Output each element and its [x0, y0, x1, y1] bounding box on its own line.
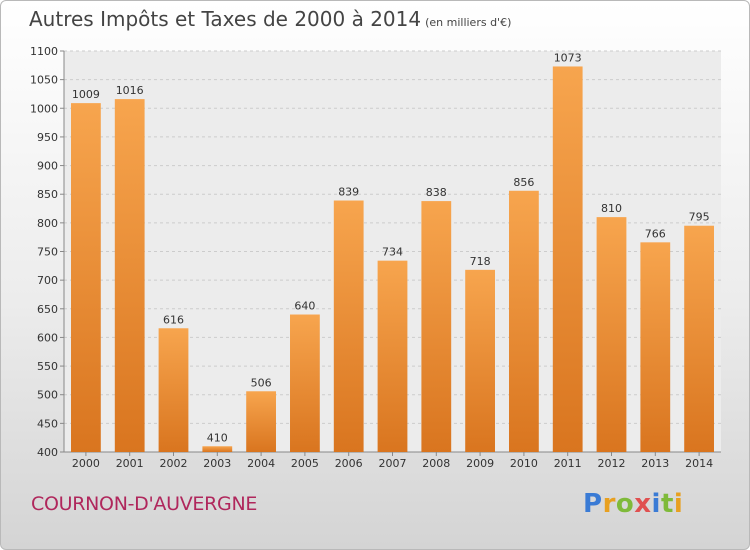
chart-title-text: Autres Impôts et Taxes de 2000 à 2014 [29, 7, 422, 31]
y-tick-label: 750 [37, 246, 58, 259]
x-tick-label: 2006 [335, 457, 363, 470]
x-tick-label: 2013 [641, 457, 669, 470]
bar [509, 190, 539, 452]
bar-value-label: 838 [426, 186, 447, 199]
y-tick-label: 1050 [30, 74, 58, 87]
y-tick-label: 800 [37, 217, 58, 230]
bar [684, 225, 714, 452]
bar [377, 260, 408, 452]
brand-letter: r [602, 489, 616, 519]
x-tick-label: 2007 [379, 457, 407, 470]
x-tick-label: 2000 [72, 457, 100, 470]
bar-value-label: 1009 [72, 88, 100, 101]
brand-letter: i [673, 489, 684, 519]
y-tick-label: 500 [37, 389, 58, 402]
bar-value-label: 506 [251, 376, 272, 389]
brand-letter: P [583, 489, 603, 519]
bar-value-label: 1073 [554, 51, 582, 64]
x-tick-label: 2003 [203, 457, 231, 470]
x-tick-label: 2005 [291, 457, 319, 470]
bar [333, 200, 364, 452]
x-tick-label: 2010 [510, 457, 538, 470]
brand-letter: t [660, 489, 674, 519]
y-tick-label: 400 [37, 446, 58, 459]
x-tick-label: 2009 [466, 457, 494, 470]
x-tick-label: 2014 [685, 457, 713, 470]
bar [552, 66, 583, 453]
x-tick-label: 2011 [554, 457, 582, 470]
y-tick-label: 900 [37, 160, 58, 173]
bar [465, 269, 495, 452]
city-name: COURNON-D'AUVERGNE [31, 493, 258, 515]
chart-unit: (en milliers d'€) [425, 16, 512, 29]
bar-value-label: 839 [338, 186, 359, 199]
bar [114, 99, 145, 453]
brand-letter: x [634, 489, 652, 519]
bar-value-label: 795 [689, 211, 710, 224]
x-tick-label: 2004 [247, 457, 275, 470]
bar-value-label: 856 [513, 176, 534, 189]
bar-value-label: 1016 [116, 84, 144, 97]
bar [640, 242, 671, 452]
bar-value-label: 410 [207, 431, 228, 444]
y-tick-label: 950 [37, 131, 58, 144]
brand-letter: i [651, 489, 661, 519]
bar-value-label: 810 [601, 202, 622, 215]
y-tick-label: 850 [37, 188, 58, 201]
chart-title: Autres Impôts et Taxes de 2000 à 2014 (en… [29, 7, 511, 31]
bar [202, 446, 233, 452]
y-tick-label: 1100 [30, 45, 58, 58]
brand-letter: o [615, 489, 635, 519]
bar-value-label: 616 [163, 313, 184, 326]
bar-value-label: 734 [382, 246, 403, 259]
bar-chart: 400 450 500 550 600 650 700 750 800 850 900 950 1000… [30, 45, 721, 470]
x-tick-label: 2012 [598, 457, 626, 470]
x-tick-label: 2002 [160, 457, 188, 470]
bar-value-label: 640 [294, 300, 315, 313]
y-tick-label: 550 [37, 360, 58, 373]
bar [246, 391, 276, 452]
y-tick-label: 600 [37, 331, 58, 344]
bar-value-label: 766 [645, 227, 666, 240]
bar-value-label: 718 [470, 255, 491, 268]
proxiti-logo: Proxiti [583, 489, 683, 519]
bar [421, 201, 452, 452]
x-tick-label: 2008 [422, 457, 450, 470]
bar [596, 217, 627, 452]
y-tick-label: 450 [37, 417, 58, 430]
x-tick-label: 2001 [116, 457, 144, 470]
y-tick-label: 650 [37, 303, 58, 316]
bar [158, 328, 189, 452]
bar [71, 103, 101, 452]
y-tick-label: 700 [37, 274, 58, 287]
y-tick-label: 1000 [30, 102, 58, 115]
bar [290, 314, 320, 452]
